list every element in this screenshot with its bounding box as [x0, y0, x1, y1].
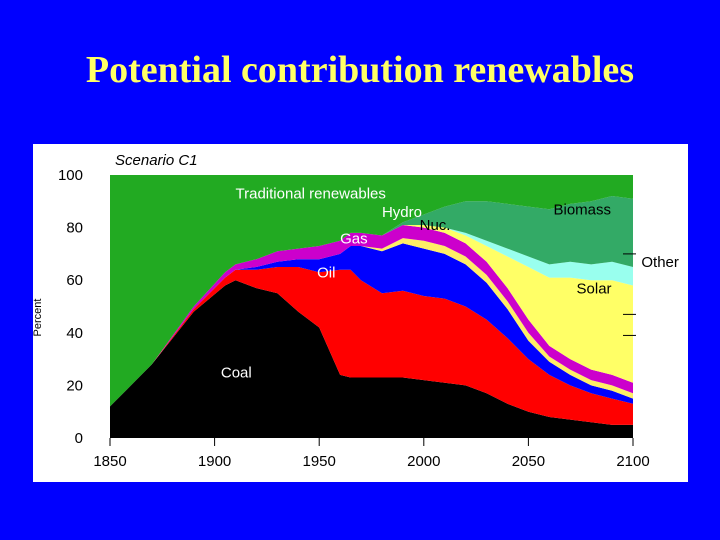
stacked-area-chart: 0 20 40 60 80 100 1850 1900 1950 2000 2050 2100 Tr… [33, 152, 679, 470]
y-tick-label: 100 [58, 167, 83, 184]
series-area-solar [110, 225, 633, 407]
series-label-coal: Coal [221, 365, 252, 382]
series-area-traditional-renewables [110, 175, 633, 407]
series-label-solar: Solar [577, 280, 612, 297]
x-tick-label: 2050 [512, 453, 545, 470]
series-label-nuc: Nuc. [420, 217, 451, 234]
series-label-biomass: Biomass [554, 201, 612, 218]
x-tick-label: 2000 [407, 453, 440, 470]
x-axis-ticks: 1850 1900 1950 2000 2050 2100 [93, 438, 650, 470]
y-tick-label: 0 [75, 430, 83, 447]
chart-title: Scenario C1 [115, 152, 198, 169]
series-label-other: Other [641, 254, 679, 271]
y-tick-label: 20 [66, 377, 83, 394]
series-label-oil: Oil [317, 265, 335, 282]
y-tick-label: 40 [66, 325, 83, 342]
y-tick-label: 60 [66, 272, 83, 289]
y-axis-label: Percent [33, 299, 44, 337]
y-tick-label: 80 [66, 220, 83, 237]
series-areas [110, 175, 633, 438]
series-label-gas: Gas [340, 230, 368, 247]
series-area-oil [110, 267, 633, 425]
slide-title: Potential contribution renewables [85, 49, 635, 91]
series-label-hydro: Hydro [382, 204, 422, 221]
series-area-gas [110, 243, 633, 407]
x-tick-label: 1850 [93, 453, 126, 470]
x-tick-label: 1900 [198, 453, 231, 470]
x-tick-label: 1950 [303, 453, 336, 470]
x-tick-label: 2100 [616, 453, 649, 470]
series-label-traditional-renewables: Traditional renewables [236, 186, 386, 203]
y-axis-ticks: 0 20 40 60 80 100 [58, 167, 636, 447]
series-area-coal [110, 280, 633, 438]
series-area-biomass [110, 196, 633, 407]
